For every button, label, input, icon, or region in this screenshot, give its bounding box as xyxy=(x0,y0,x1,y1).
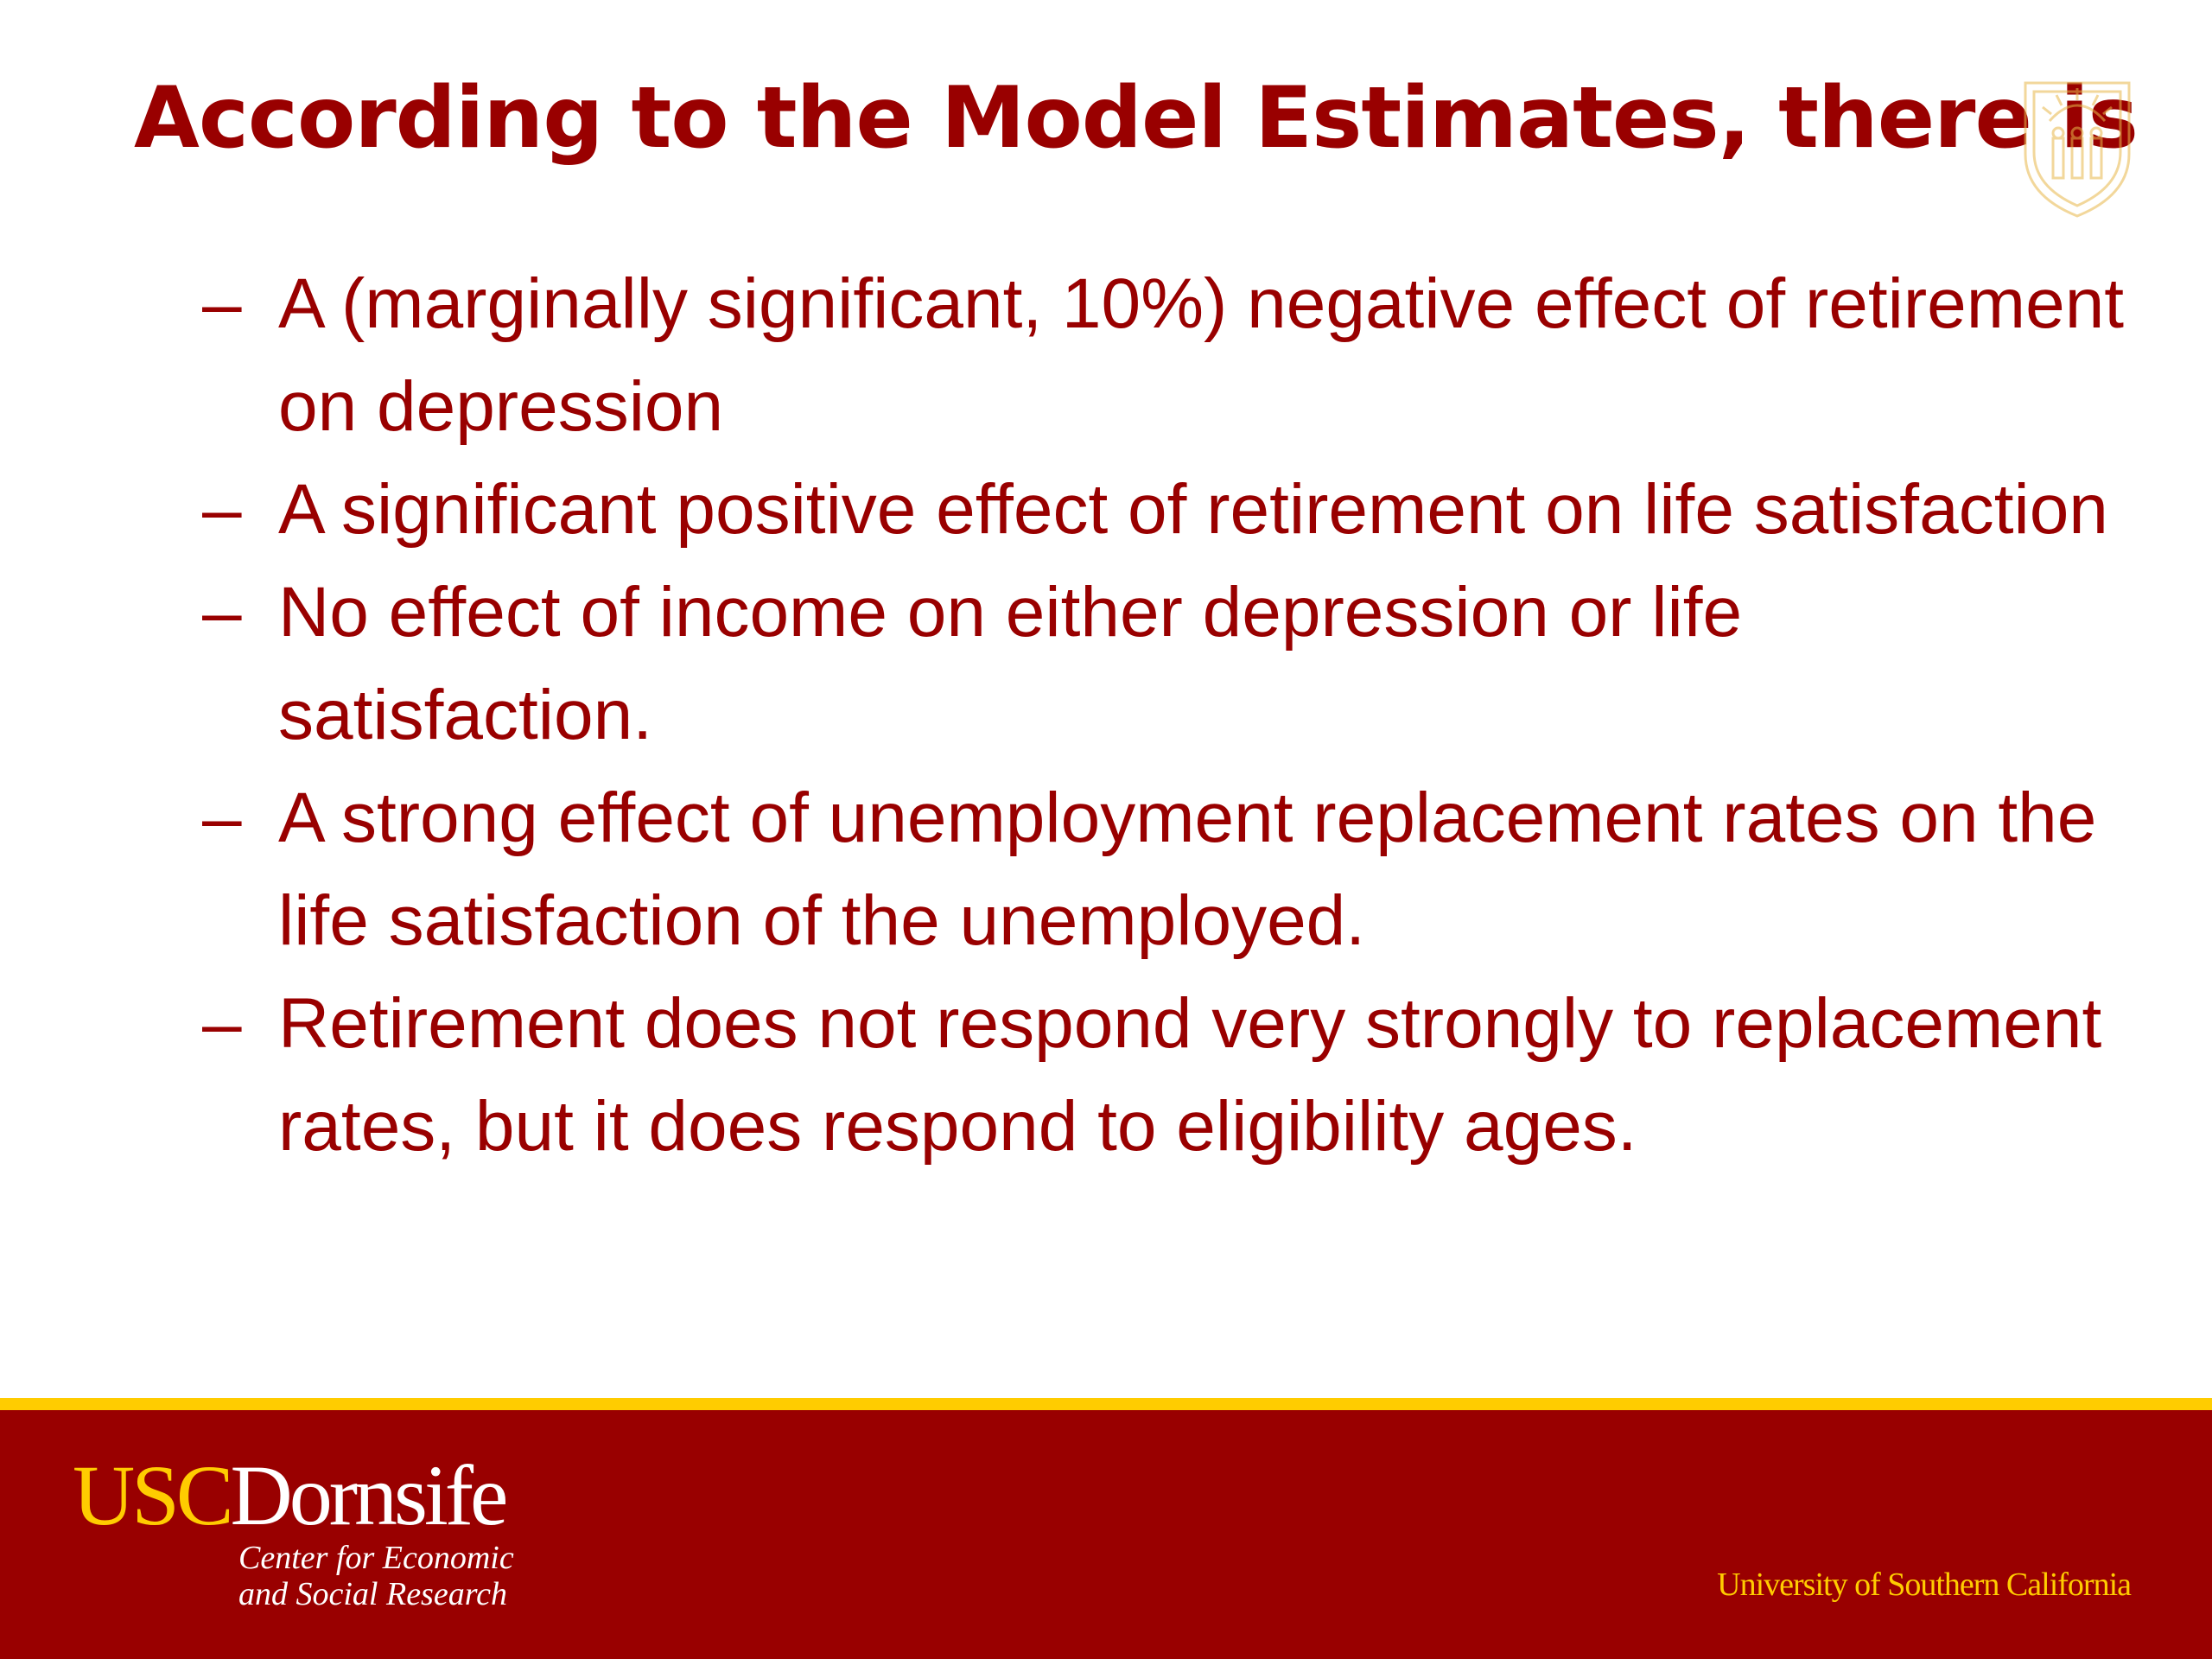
bullet-item: – Retirement does not respond very stron… xyxy=(202,972,2129,1178)
bullet-text: A (marginally significant, 10%) negative… xyxy=(278,264,2125,446)
bullet-dash: – xyxy=(202,779,242,857)
footer-bar: USCDornsife Center for Economic and Soci… xyxy=(0,1410,2212,1659)
bullet-item: – No effect of income on either depressi… xyxy=(202,561,2129,766)
bullet-item: – A (marginally significant, 10%) negati… xyxy=(202,252,2129,458)
bullet-dash: – xyxy=(202,573,242,652)
bullet-text: A significant positive effect of retirem… xyxy=(278,470,2108,549)
university-name: University of Southern California xyxy=(1717,1567,2132,1603)
bullet-dash: – xyxy=(202,984,242,1063)
usc-seal-icon xyxy=(2024,81,2131,218)
bullet-text: No effect of income on either depression… xyxy=(278,573,1743,754)
footer-gold-rule xyxy=(0,1398,2212,1410)
bullet-dash: – xyxy=(202,470,242,549)
bullet-text: Retirement does not respond very strongl… xyxy=(278,984,2102,1166)
center-name: Center for Economic and Social Research xyxy=(238,1540,532,1612)
bullet-item: – A strong effect of unemployment replac… xyxy=(202,766,2129,972)
bullet-item: – A significant positive effect of retir… xyxy=(202,458,2129,561)
logo-dornsife-text: Dornsife xyxy=(230,1447,509,1543)
slide-title: According to the Model Estimates, there … xyxy=(134,69,2139,168)
bullet-text: A strong effect of unemployment replacem… xyxy=(278,779,2097,960)
bullet-list: – A (marginally significant, 10%) negati… xyxy=(202,252,2129,1178)
bullet-dash: – xyxy=(202,264,242,343)
center-name-line1: Center for Economic xyxy=(238,1540,514,1576)
logo-usc-text: USC xyxy=(73,1447,234,1543)
center-name-line2: and Social Research xyxy=(238,1576,507,1612)
usc-dornsife-logo: USCDornsife xyxy=(73,1447,509,1543)
